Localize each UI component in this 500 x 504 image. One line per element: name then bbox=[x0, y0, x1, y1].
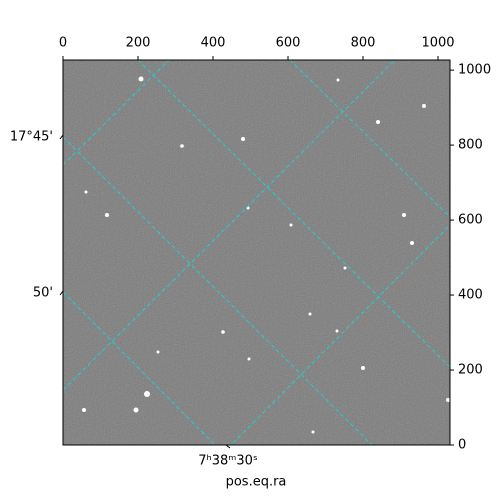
image bbox=[63, 60, 450, 445]
y-tick-label: 400 bbox=[458, 288, 483, 303]
world-y-tick-label: 50' bbox=[33, 286, 53, 301]
world-x-tick bbox=[225, 444, 231, 449]
x-tick-label: 600 bbox=[276, 36, 301, 51]
x-tick-label: 1000 bbox=[421, 36, 454, 51]
coordinate-grid bbox=[63, 60, 450, 445]
y-tick-label: 800 bbox=[458, 138, 483, 153]
world-y-tick bbox=[59, 290, 64, 296]
world-y-tick-label: 17°45' bbox=[10, 130, 53, 145]
y-tick-label: 600 bbox=[458, 213, 483, 228]
y-tick-label: 0 bbox=[458, 438, 466, 453]
y-tick-label: 200 bbox=[458, 363, 483, 378]
x-tick-label: 800 bbox=[351, 36, 376, 51]
world-x-tick-label: 7ʰ38ᵐ30ˢ bbox=[198, 454, 258, 469]
world-y-tick bbox=[59, 134, 64, 140]
x-axis-label: pos.eq.ra bbox=[226, 475, 287, 490]
x-tick-label: 200 bbox=[126, 36, 151, 51]
x-tick-label: 0 bbox=[59, 36, 67, 51]
y-tick-label: 1000 bbox=[458, 63, 491, 78]
x-tick-label: 400 bbox=[201, 36, 226, 51]
axes-frame bbox=[62, 59, 451, 446]
